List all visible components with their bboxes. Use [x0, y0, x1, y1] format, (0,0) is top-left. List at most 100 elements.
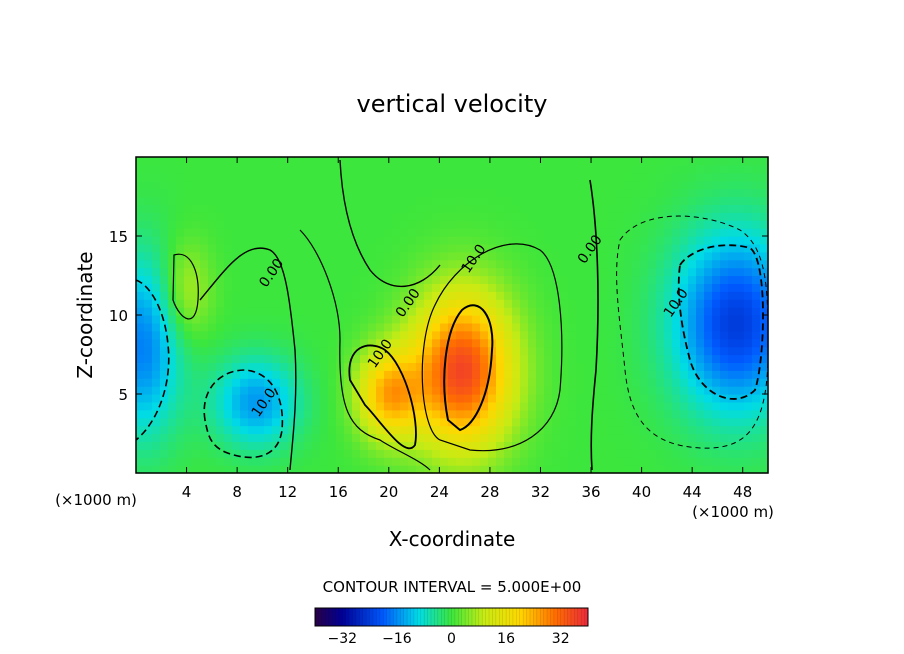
colorbar-swatch [475, 608, 480, 626]
heatmap-cell [696, 449, 705, 458]
heatmap-cell [288, 299, 297, 308]
colorbar-swatch [461, 608, 466, 626]
heatmap-cell [200, 362, 209, 371]
heatmap-cell [568, 188, 577, 198]
heatmap-cell [400, 346, 409, 356]
heatmap-cell [392, 338, 401, 348]
heatmap-cell [600, 212, 609, 221]
heatmap-cell [408, 441, 417, 450]
heatmap-cell [408, 457, 417, 466]
heatmap-cell [248, 362, 257, 371]
heatmap-cell [152, 267, 161, 277]
heatmap-cell [472, 275, 481, 284]
heatmap-cell [224, 236, 233, 245]
heatmap-cell [248, 204, 257, 213]
heatmap-cell [664, 449, 673, 458]
heatmap-cell [432, 315, 441, 324]
heatmap-cell [384, 370, 393, 379]
heatmap-cell [304, 346, 313, 356]
heatmap-cell [504, 283, 513, 292]
heatmap-cell [384, 204, 393, 213]
heatmap-cell [568, 409, 577, 419]
colorbar-swatch [482, 608, 487, 626]
heatmap-cell [672, 386, 681, 395]
heatmap-cell [576, 236, 585, 245]
heatmap-cell [552, 425, 561, 435]
heatmap-cell [688, 315, 697, 324]
heatmap-cell [368, 338, 377, 348]
heatmap-cell [648, 338, 657, 348]
heatmap-cell [320, 338, 329, 348]
heatmap-cell [392, 259, 401, 269]
heatmap-cell [240, 204, 249, 213]
heatmap-cell [760, 315, 769, 324]
heatmap-cell [560, 291, 569, 300]
heatmap-cell [312, 378, 321, 387]
heatmap-cell [296, 212, 305, 221]
heatmap-cell [384, 228, 393, 237]
heatmap-cell [480, 157, 489, 166]
heatmap-cell [608, 259, 617, 269]
heatmap-cell [640, 180, 649, 190]
heatmap-cell [696, 322, 705, 332]
heatmap-cell [648, 409, 657, 419]
heatmap-cell [144, 204, 153, 213]
heatmap-cell [224, 346, 233, 356]
heatmap-cell [184, 243, 193, 253]
heatmap-cell [568, 228, 577, 237]
heatmap-cell [512, 307, 521, 316]
heatmap-cell [664, 307, 673, 316]
heatmap-cell [576, 196, 585, 205]
heatmap-cell [184, 457, 193, 466]
heatmap-cell [456, 212, 465, 221]
heatmap-cell [464, 315, 473, 324]
heatmap-cell [440, 283, 449, 292]
heatmap-cell [320, 417, 329, 427]
heatmap-cell [184, 196, 193, 205]
heatmap-cell [296, 196, 305, 205]
heatmap-cell [296, 180, 305, 190]
heatmap-cell [368, 196, 377, 205]
heatmap-cell [664, 362, 673, 371]
heatmap-cell [480, 330, 489, 340]
heatmap-cell [480, 188, 489, 198]
heatmap-cell [344, 251, 353, 261]
heatmap-cell [208, 441, 217, 450]
heatmap-cell [736, 212, 745, 221]
heatmap-cell [520, 449, 529, 458]
heatmap-cell [712, 417, 721, 427]
heatmap-cell [600, 180, 609, 190]
colorbar-swatch [506, 608, 510, 626]
heatmap-cell [264, 330, 273, 340]
heatmap-cell [544, 164, 553, 174]
heatmap-cell [416, 394, 425, 403]
heatmap-cell [560, 164, 569, 174]
heatmap-cell [688, 394, 697, 403]
heatmap-cell [136, 291, 145, 300]
heatmap-cell [336, 236, 345, 245]
heatmap-cell [328, 212, 337, 221]
heatmap-cell [360, 409, 369, 419]
heatmap-cell [320, 457, 329, 466]
heatmap-cell [560, 354, 569, 363]
heatmap-cell [480, 267, 489, 277]
heatmap-cell [184, 417, 193, 427]
heatmap-cell [344, 330, 353, 340]
heatmap-cell [416, 441, 425, 450]
heatmap-cell [144, 307, 153, 316]
heatmap-cell [544, 362, 553, 371]
heatmap-cell [384, 196, 393, 205]
heatmap-cell [248, 409, 257, 419]
heatmap-cell [384, 267, 393, 277]
heatmap-cell [664, 378, 673, 387]
heatmap-cell [664, 204, 673, 213]
heatmap-cell [480, 172, 489, 182]
heatmap-cell [464, 164, 473, 174]
heatmap-cell [160, 330, 169, 340]
heatmap-cell [352, 401, 361, 411]
heatmap-cell [264, 394, 273, 403]
heatmap-cell [480, 370, 489, 379]
heatmap-cell [664, 370, 673, 379]
heatmap-cell [664, 338, 673, 348]
heatmap-cell [176, 378, 185, 387]
